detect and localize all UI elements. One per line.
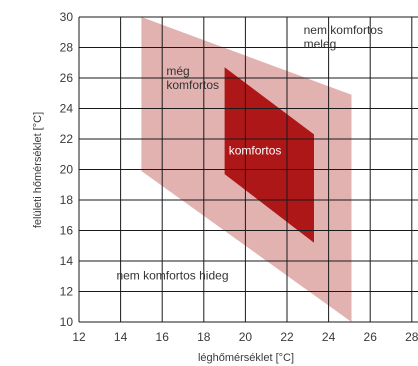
annotation-still: még komfortos [166,64,219,92]
y-tick-label: 24 [60,102,74,116]
y-tick-label: 12 [60,285,74,299]
annotations-layer: nem komfortos meleg még komfortos komfortos n… [116,23,383,283]
y-axis-label: felületi hőmérséklet [°C] [32,112,44,228]
x-axis-label: léghőmérséklet [°C] [198,352,294,364]
x-tick-label: 12 [72,330,86,344]
x-tick-label: 28 [405,330,418,344]
y-tick-label: 22 [60,132,74,146]
y-tick-label: 26 [60,71,74,85]
region-comfortable [224,67,314,243]
annotation-comfort: komfortos [229,143,282,157]
y-tick-label: 10 [60,315,74,329]
x-tick-label: 22 [280,330,294,344]
grid-layer [78,16,418,323]
annotation-cold: nem komfortos hideg [116,268,228,282]
y-tick-label: 30 [60,10,74,24]
x-tick-label: 26 [364,330,378,344]
x-tick-label: 16 [156,330,170,344]
x-tick-label: 20 [239,330,253,344]
y-tick-label: 28 [60,41,74,55]
y-tick-label: 16 [60,224,74,238]
y-tick-label: 20 [60,163,74,177]
x-tick-label: 24 [322,330,336,344]
annotation-warm: nem komfortos meleg [304,23,383,51]
y-tick-label: 14 [60,254,74,268]
x-tick-label: 14 [114,330,128,344]
y-tick-label: 18 [60,193,74,207]
x-tick-label: 18 [197,330,211,344]
